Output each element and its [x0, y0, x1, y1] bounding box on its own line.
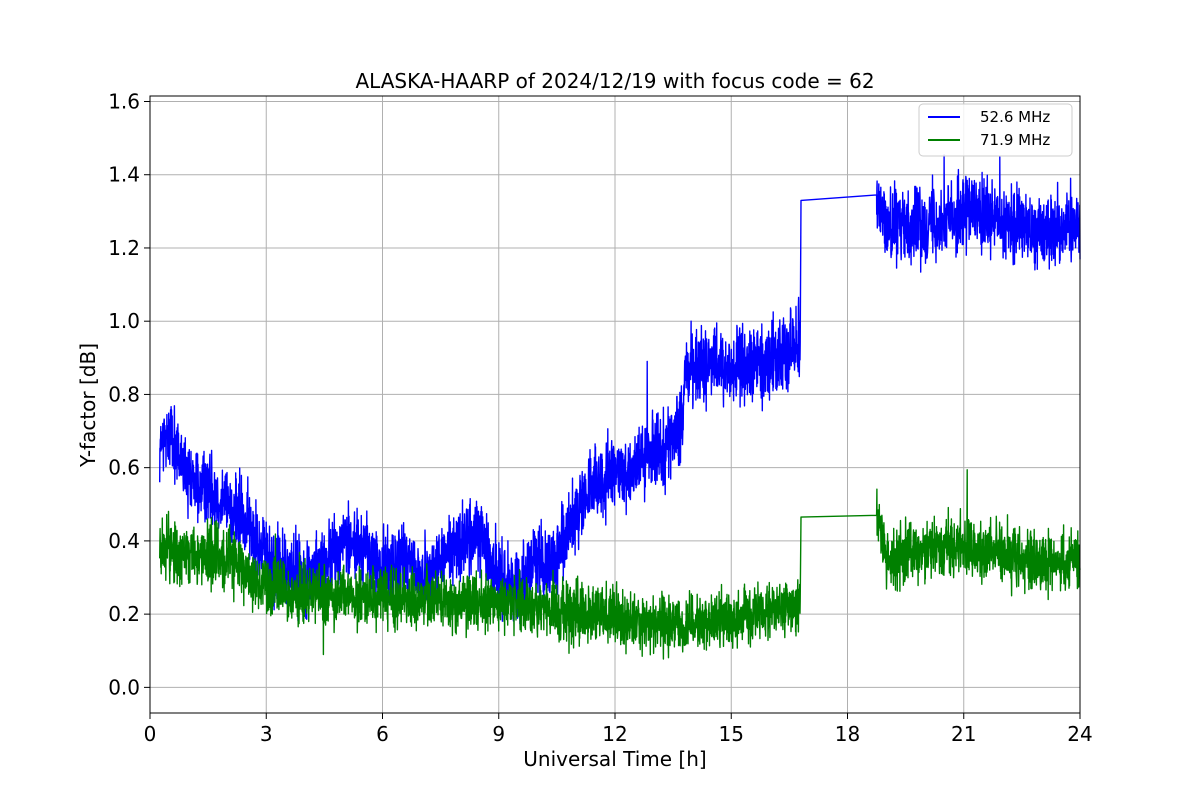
x-tick-label: 9 — [492, 722, 505, 746]
x-tick-label: 18 — [835, 722, 860, 746]
x-tick-label: 21 — [951, 722, 976, 746]
x-tick-label: 6 — [376, 722, 389, 746]
y-axis: 0.0 0.2 0.4 0.6 0.8 1.0 1.2 1.4 1.6 — [108, 89, 150, 699]
chart-title: ALASKA-HAARP of 2024/12/19 with focus co… — [355, 69, 874, 93]
y-tick-label: 1.2 — [108, 236, 140, 260]
y-tick-label: 1.4 — [108, 163, 140, 187]
x-tick-label: 3 — [260, 722, 273, 746]
y-tick-label: 1.0 — [108, 309, 140, 333]
series-line-52-6-mhz — [159, 154, 1081, 625]
x-tick-label: 12 — [602, 722, 627, 746]
x-tick-label: 24 — [1067, 722, 1092, 746]
series-line-71-9-mhz — [159, 469, 1081, 660]
y-tick-label: 1.6 — [108, 89, 140, 113]
x-axis: 0 3 6 9 12 15 18 21 24 — [144, 713, 1093, 746]
x-tick-label: 0 — [144, 722, 157, 746]
series-layer — [159, 154, 1081, 660]
legend: 52.6 MHz 71.9 MHz — [918, 103, 1073, 157]
y-tick-label: 0.0 — [108, 675, 140, 699]
y-tick-label: 0.8 — [108, 382, 140, 406]
y-tick-label: 0.4 — [108, 529, 140, 553]
legend-label-71-9: 71.9 MHz — [980, 131, 1050, 149]
y-tick-label: 0.6 — [108, 456, 140, 480]
x-tick-label: 15 — [719, 722, 744, 746]
y-axis-label: Y-factor [dB] — [76, 343, 100, 468]
x-axis-label: Universal Time [h] — [523, 747, 706, 771]
legend-label-52-6: 52.6 MHz — [980, 108, 1050, 126]
y-tick-label: 0.2 — [108, 602, 140, 626]
